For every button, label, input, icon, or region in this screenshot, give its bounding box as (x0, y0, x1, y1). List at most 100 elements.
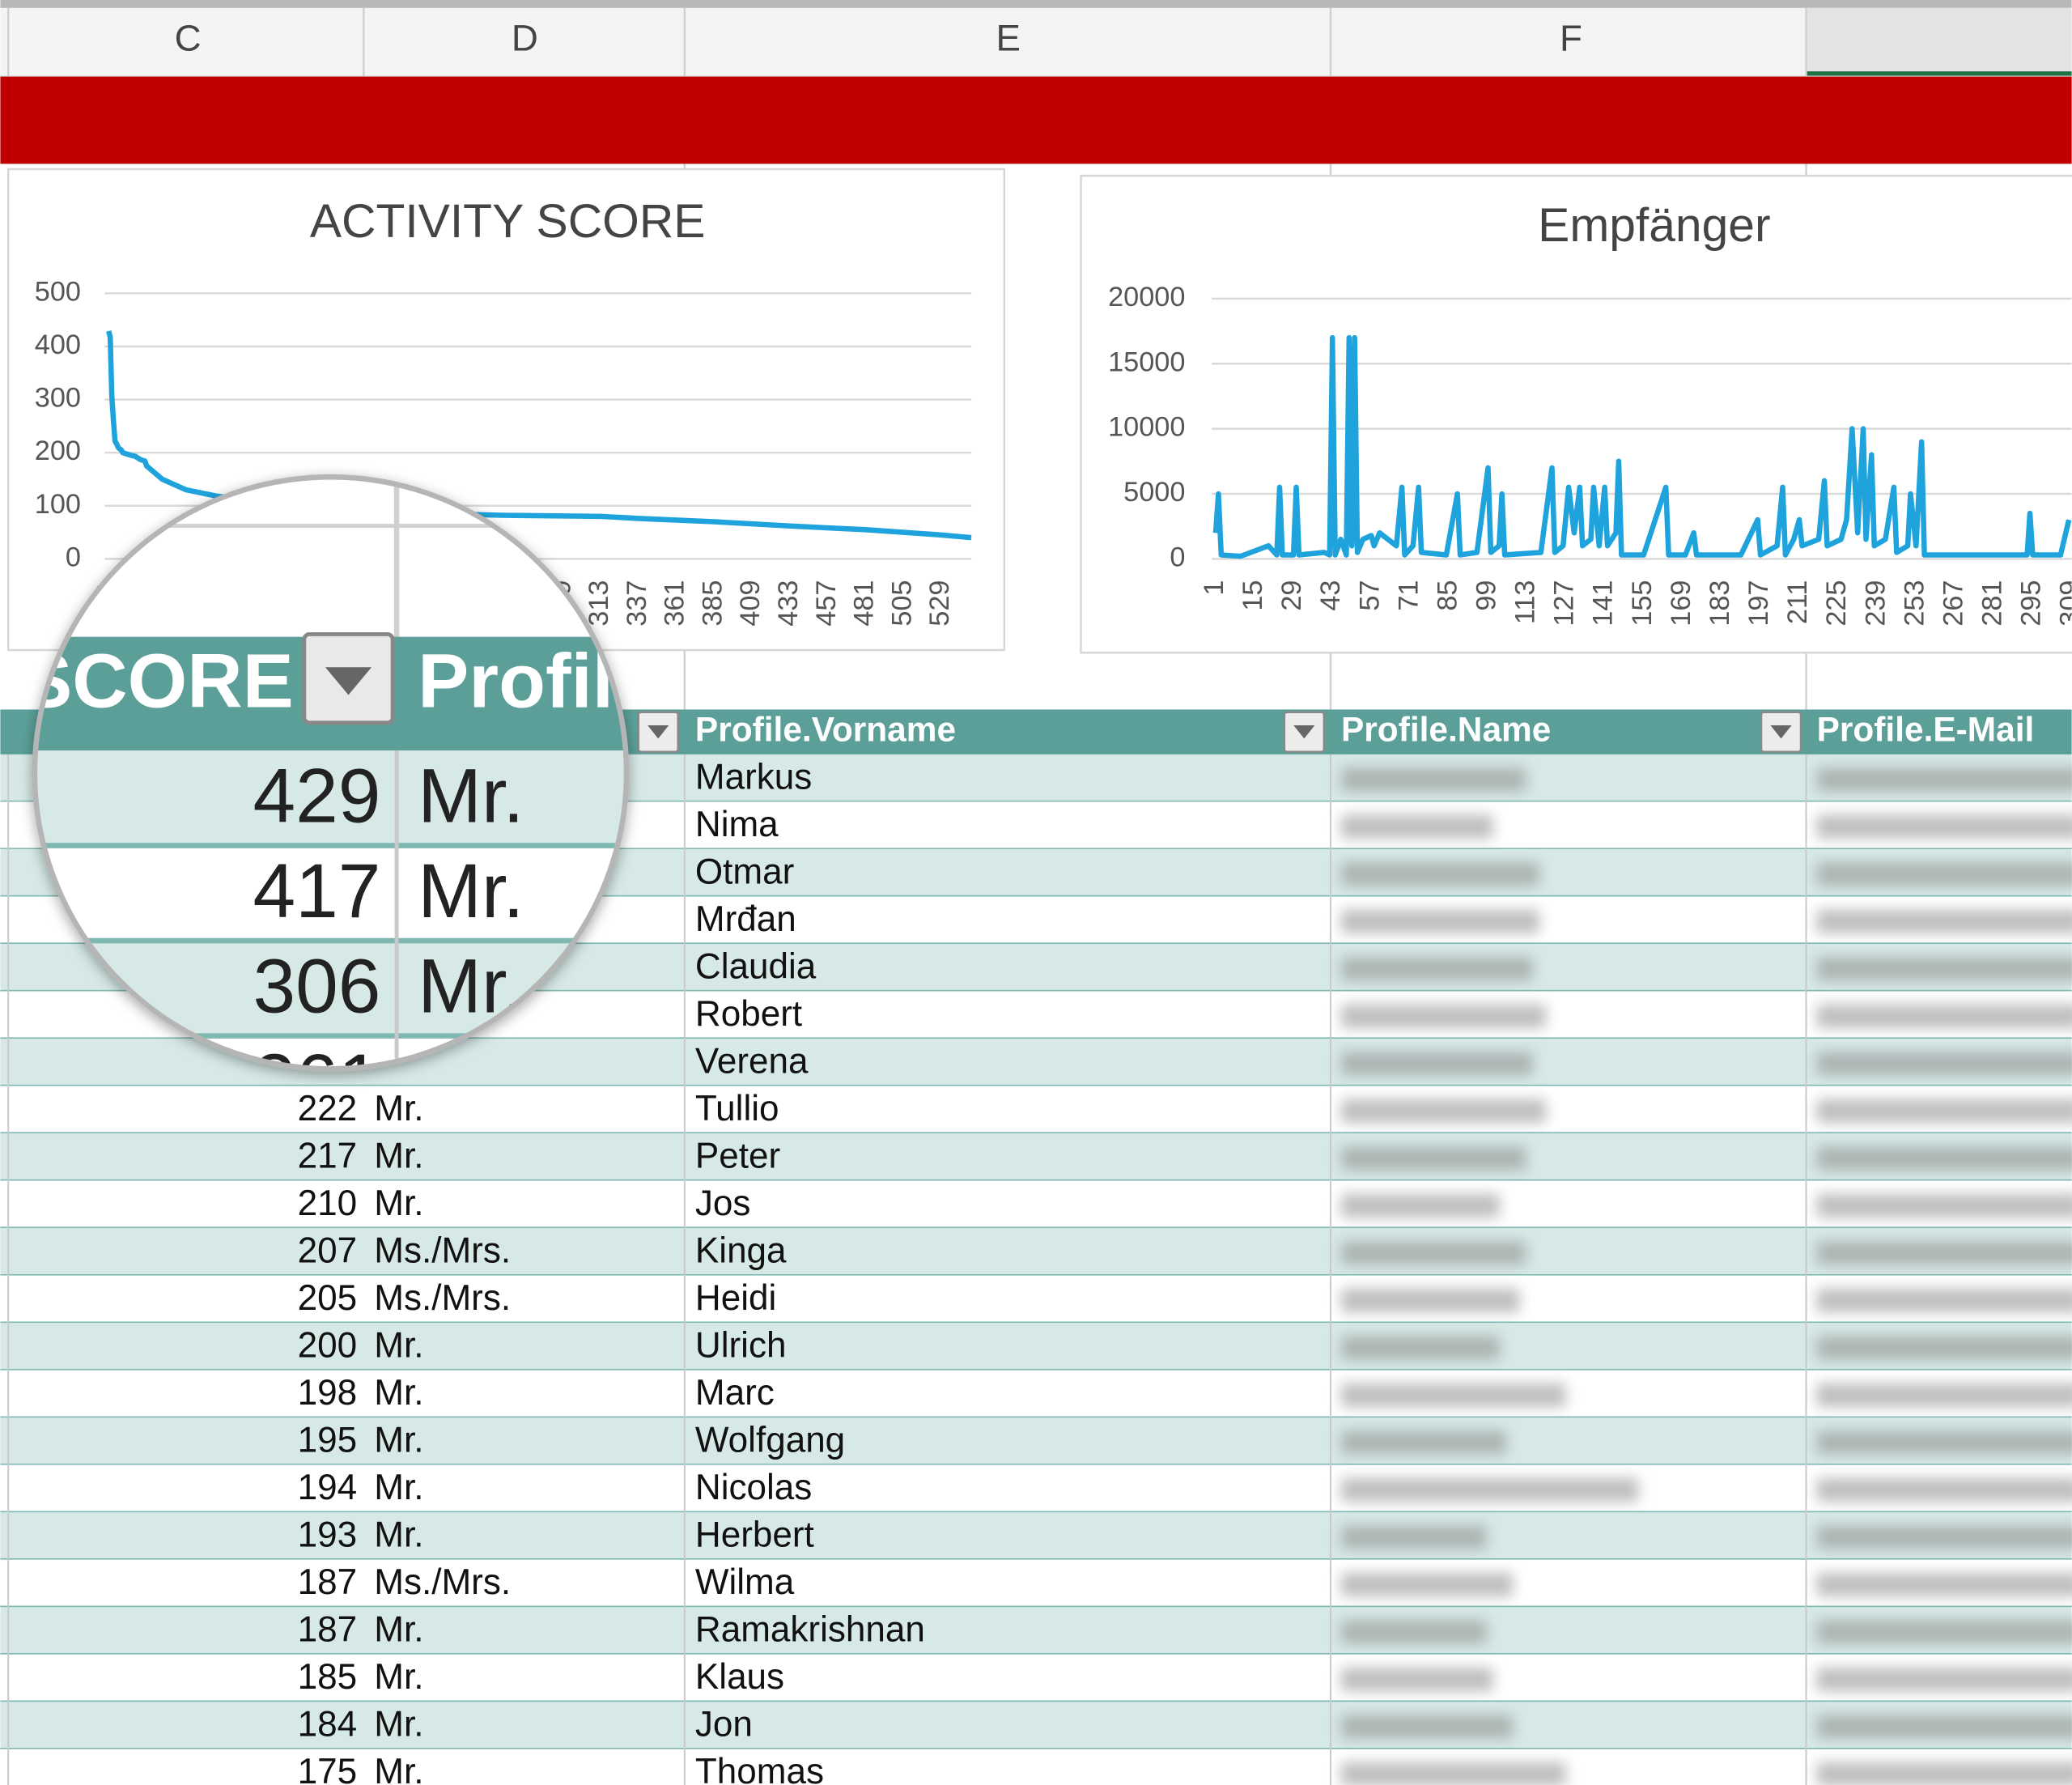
x-tick-label: 309 (2055, 580, 2072, 627)
x-tick-label: 15 (1238, 580, 1268, 611)
blurred-text (1817, 1620, 2072, 1643)
blurred-text (1341, 1052, 1533, 1075)
score-cell: 187 (298, 1610, 358, 1650)
score-cell: 187 (298, 1562, 358, 1602)
first-name-cell: Wilma (695, 1562, 795, 1602)
salutation-cell: Mr. (374, 1089, 423, 1128)
x-tick-label: 57 (1354, 580, 1385, 611)
blurred-text (1341, 1194, 1500, 1218)
salutation-cell: Ms./Mrs. (374, 1231, 511, 1271)
first-name-cell: Nima (695, 805, 779, 844)
blurred-text (1341, 1430, 1506, 1454)
blurred-text (1817, 862, 2072, 886)
score-cell: 200 (298, 1326, 358, 1366)
y-tick-label: 100 (35, 489, 81, 520)
blurred-text (1341, 1383, 1565, 1407)
y-tick-label: 0 (1170, 542, 1185, 572)
x-tick-label: 211 (1782, 580, 1813, 625)
blurred-text (1341, 1099, 1546, 1123)
x-tick-label: 141 (1588, 580, 1619, 627)
blurred-text (1817, 910, 2072, 933)
blurred-text (1817, 1573, 2072, 1596)
salutation-cell: Mr. (374, 1137, 423, 1176)
x-tick-label: 239 (1860, 580, 1891, 627)
blurred-text (1341, 957, 1533, 980)
magnified-score: 429 (253, 754, 381, 839)
selected-column[interactable] (1807, 8, 2072, 77)
blurred-text (1817, 957, 2072, 980)
score-cell: 205 (298, 1278, 358, 1318)
red-banner (0, 77, 2071, 164)
blurred-text (1817, 1383, 2072, 1407)
first-name-cell: Thomas (695, 1752, 824, 1785)
salutation-cell: Mr. (374, 1468, 423, 1507)
first-name-cell: Peter (695, 1137, 780, 1176)
blurred-text (1341, 1005, 1546, 1028)
column-letter[interactable]: E (996, 18, 1020, 59)
y-tick-label: 15000 (1108, 346, 1185, 377)
x-tick-label: 99 (1471, 580, 1502, 611)
chart-title: ACTIVITY SCORE (310, 195, 706, 248)
first-name-cell: Mrđan (695, 899, 796, 939)
x-tick-label: 481 (849, 580, 880, 627)
blurred-text (1341, 815, 1493, 839)
blurred-text (1341, 767, 1526, 791)
salutation-cell: Mr. (374, 1421, 423, 1460)
blurred-text (1341, 910, 1539, 933)
x-tick-label: 267 (1938, 580, 1968, 627)
x-tick-label: 505 (886, 580, 917, 627)
first-name-cell: Verena (695, 1042, 809, 1082)
column-letter[interactable]: D (512, 18, 538, 59)
first-name-cell: Robert (695, 994, 802, 1034)
column-letter[interactable]: C (175, 18, 202, 59)
salutation-cell: Mr. (374, 1515, 423, 1555)
x-tick-label: 85 (1432, 580, 1463, 611)
first-name-cell: Herbert (695, 1515, 814, 1555)
first-name-cell: Klaus (695, 1657, 784, 1697)
score-cell: 193 (298, 1515, 358, 1555)
first-name-cell: Ramakrishnan (695, 1610, 925, 1650)
salutation-cell: Mr. (374, 1657, 423, 1697)
magnified-salutation: Mr. (418, 754, 524, 839)
x-tick-label: 127 (1549, 580, 1580, 627)
first-name-cell: Otmar (695, 852, 794, 891)
x-tick-label: 295 (2016, 580, 2047, 627)
blurred-text (1817, 1668, 2072, 1691)
x-tick-label: 43 (1315, 580, 1346, 611)
x-tick-label: 253 (1899, 580, 1930, 627)
blurred-text (1817, 1430, 2072, 1454)
blurred-text (1341, 1525, 1487, 1549)
blurred-text (1341, 1668, 1493, 1691)
salutation-cell: Ms./Mrs. (374, 1562, 511, 1602)
first-name-cell: Claudia (695, 947, 817, 987)
column-header: Profile.Vorname (695, 710, 956, 748)
salutation-cell: Mr. (374, 1326, 423, 1366)
blurred-text (1817, 815, 2072, 839)
blurred-text (1817, 1005, 2072, 1028)
score-cell: 175 (298, 1752, 358, 1785)
x-tick-label: 529 (924, 580, 955, 627)
y-tick-label: 20000 (1108, 282, 1185, 312)
blurred-text (1817, 1194, 2072, 1218)
x-tick-label: 71 (1393, 580, 1424, 611)
column-letter[interactable]: F (1560, 18, 1582, 59)
blurred-text (1341, 1241, 1526, 1264)
magnified-score: 417 (253, 848, 381, 934)
score-cell: 217 (298, 1137, 358, 1176)
blurred-text (1341, 862, 1539, 886)
x-tick-label: 337 (622, 580, 652, 627)
x-tick-label: 155 (1627, 580, 1658, 627)
first-name-cell: Ulrich (695, 1326, 787, 1366)
blurred-text (1341, 1289, 1519, 1312)
x-tick-label: 281 (1976, 580, 2007, 627)
y-tick-label: 400 (35, 329, 81, 360)
x-tick-label: 1 (1199, 580, 1229, 596)
first-name-cell: Markus (695, 757, 812, 797)
blurred-text (1817, 1146, 2072, 1170)
page: C D E F ACTIVITY SCORE010020030040050012… (0, 0, 2072, 1785)
y-tick-label: 0 (66, 542, 81, 572)
x-tick-label: 183 (1705, 580, 1735, 627)
first-name-cell: Marc (695, 1373, 775, 1413)
first-name-cell: Nicolas (695, 1468, 812, 1507)
score-cell: 207 (298, 1231, 358, 1271)
